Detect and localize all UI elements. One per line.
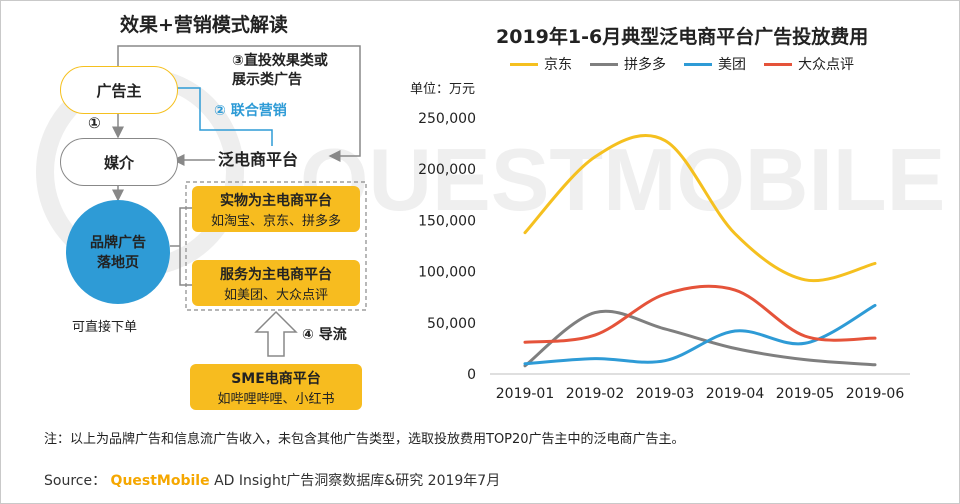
line-joint-marketing	[176, 87, 273, 146]
ecommerce-platform-label: 泛电商平台	[218, 150, 299, 169]
direct-order-label: 可直接下单	[72, 320, 138, 335]
x-tick-label: 2019-05	[776, 386, 835, 402]
physical-platform-box: 实物为主电商平台 如淘宝、京东、拼多多	[192, 186, 360, 232]
legend-swatch-meituan	[684, 62, 712, 66]
sme-platform-title: SME电商平台	[231, 371, 321, 387]
legend: 京东 拼多多 美团 大众点评	[510, 54, 854, 74]
legend-label-meituan: 美团	[718, 57, 746, 73]
step4-label: ④ 导流	[302, 327, 347, 343]
step1-label: ①	[88, 114, 101, 132]
step2-label: ② 联合营销	[214, 103, 287, 119]
chart-title: 2019年1-6月典型泛电商平台广告投放费用	[496, 26, 869, 48]
series-line-0	[523, 134, 877, 283]
x-tick-label: 2019-04	[706, 386, 765, 402]
step3-line1: ③直投效果类或	[232, 53, 328, 69]
legend-item-jd: 京东	[510, 54, 572, 74]
step3-line2: 展示类广告	[232, 72, 302, 88]
x-tick-label: 2019-06	[846, 386, 905, 402]
sme-platform-examples: 如哔哩哔哩、小红书	[217, 392, 335, 407]
source-prefix: Source：	[44, 473, 107, 489]
physical-platform-title: 实物为主电商平台	[220, 193, 332, 209]
arrow-direct-ads	[117, 45, 361, 162]
x-tick-label: 2019-01	[496, 386, 555, 402]
source-suffix: AD Insight广告洞察数据库&研究 2019年7月	[214, 473, 501, 489]
step3-text: ③直投效果类或 展示类广告	[232, 52, 328, 90]
series-line-1	[523, 309, 877, 368]
legend-swatch-jd	[510, 62, 538, 66]
y-tick-label: 200,000	[418, 162, 476, 178]
watermark-text: QUESTMOBILE	[300, 130, 945, 229]
advertiser-box: 广告主	[60, 66, 178, 114]
service-platform-title: 服务为主电商平台	[220, 267, 332, 283]
legend-swatch-dianping	[764, 62, 792, 66]
y-tick-label: 150,000	[418, 213, 476, 229]
x-tick-label: 2019-03	[636, 386, 695, 402]
series-line-3	[523, 284, 877, 344]
source-line: Source： QuestMobile AD Insight广告洞察数据库&研究…	[44, 470, 500, 490]
media-label: 媒介	[103, 153, 134, 172]
landing-line2: 落地页	[97, 255, 139, 271]
legend-item-meituan: 美团	[684, 54, 746, 74]
y-tick-label: 50,000	[427, 316, 476, 332]
legend-swatch-pdd	[590, 62, 618, 66]
sme-platform-box: SME电商平台 如哔哩哔哩、小红书	[190, 364, 362, 410]
legend-label-jd: 京东	[544, 57, 572, 73]
landing-page-circle: 品牌广告 落地页	[66, 200, 170, 304]
arrow-up-diversion	[254, 310, 298, 357]
series-line-2	[523, 303, 877, 366]
footnote: 注：以上为品牌广告和信息流广告收入，未包含其他广告类型，选取投放费用TOP20广…	[44, 432, 685, 447]
left-title: 效果+营销模式解读	[120, 14, 288, 36]
service-platform-box: 服务为主电商平台 如美团、大众点评	[192, 260, 360, 306]
service-platform-examples: 如美团、大众点评	[223, 288, 328, 303]
legend-label-dianping: 大众点评	[798, 57, 854, 73]
legend-item-dianping: 大众点评	[764, 54, 854, 74]
y-tick-label: 100,000	[418, 265, 476, 281]
source-brand: QuestMobile	[110, 473, 210, 489]
x-tick-label: 2019-02	[566, 386, 625, 402]
advertiser-label: 广告主	[96, 81, 142, 100]
physical-platform-examples: 如淘宝、京东、拼多多	[210, 214, 341, 229]
y-tick-label: 250,000	[418, 111, 476, 127]
landing-line1: 品牌广告	[90, 235, 146, 251]
unit-label: 单位：万元	[410, 82, 476, 97]
media-box: 媒介	[60, 138, 178, 186]
legend-label-pdd: 拼多多	[624, 57, 666, 73]
legend-item-pdd: 拼多多	[590, 54, 666, 74]
y-tick-label: 0	[467, 367, 476, 383]
